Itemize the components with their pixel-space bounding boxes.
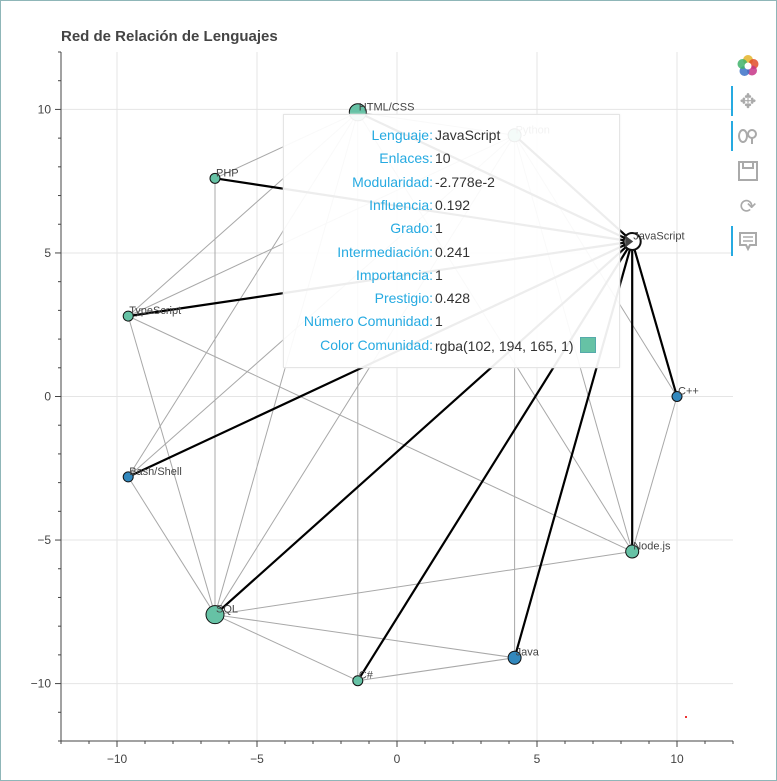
edge: [357, 657, 515, 682]
node-label: TypeScript: [129, 305, 181, 317]
tooltip-value: 0.241: [435, 243, 471, 260]
edge: [127, 476, 216, 615]
node[interactable]: [352, 675, 364, 687]
tooltip-row: Lenguaje: JavaScript: [284, 127, 619, 149]
node-label: JavaScript: [633, 230, 684, 242]
tooltip-value: 10: [435, 150, 451, 167]
y-tick-label: 5: [44, 246, 51, 260]
tooltip-value: 0.192: [435, 196, 471, 213]
tooltip-value: -2.778e-2: [435, 173, 495, 190]
tooltip-value: 0.428: [435, 290, 471, 307]
x-tick-label: 0: [394, 752, 401, 766]
tooltip-key: Modularidad:: [352, 173, 433, 190]
tooltip-key: Importancia:: [355, 266, 433, 283]
tooltip-row: Número Comunidad: 1: [284, 313, 619, 335]
edge: [214, 614, 359, 682]
node-label: PHP: [216, 167, 239, 179]
tooltip-key: Intermediación:: [337, 243, 433, 260]
node[interactable]: [209, 172, 221, 184]
edge: [631, 396, 678, 552]
hover-tooltip: Lenguaje: JavaScript Enlaces: 10 Modularidad…: [283, 114, 620, 368]
tooltip-value: 1: [435, 220, 443, 237]
save-icon[interactable]: [733, 156, 763, 186]
y-tick-label: −5: [37, 533, 51, 547]
node[interactable]: [507, 650, 522, 665]
node-label: C#: [359, 670, 374, 682]
tooltip-key: Enlaces:: [379, 150, 433, 167]
tooltip-key: Color Comunidad:: [320, 336, 433, 353]
wheel-zoom-icon[interactable]: [731, 121, 763, 151]
tooltip-value: JavaScript: [435, 127, 501, 143]
node-label: SQL: [216, 604, 238, 616]
node-label: C++: [678, 386, 699, 398]
tooltip-row: Intermediación: 0.241: [284, 244, 619, 266]
axes: −10 −5 0 5 10 10 5 0 −5 −10: [31, 51, 734, 766]
tooltip-row: Modularidad: -2.778e-2: [284, 174, 619, 196]
tooltip-key: Lenguaje:: [371, 127, 433, 143]
hover-icon[interactable]: [731, 226, 763, 256]
edge: [631, 241, 679, 397]
x-tick-label: −5: [250, 752, 264, 766]
tooltip-value: 1: [435, 313, 443, 330]
y-tick-label: 0: [44, 390, 51, 404]
y-tick-label: 10: [38, 102, 52, 116]
node[interactable]: [122, 310, 134, 322]
edge: [214, 551, 633, 616]
edge: [127, 315, 216, 615]
tooltip-value: rgba(102, 194, 165, 1): [435, 336, 596, 354]
node[interactable]: [122, 471, 134, 483]
tooltip-key: Número Comunidad:: [303, 313, 433, 330]
bokeh-logo-icon[interactable]: [733, 51, 763, 81]
tooltip-row: Prestigio: 0.428: [284, 290, 619, 312]
edge: [214, 614, 515, 659]
tooltip-value: 1: [435, 266, 443, 283]
node[interactable]: [671, 391, 683, 402]
x-tick-label: −10: [107, 752, 128, 766]
tooltip-key: Grado:: [390, 220, 433, 237]
x-tick-label: 10: [670, 752, 684, 766]
tooltip-row: Color Comunidad: rgba(102, 194, 165, 1): [284, 336, 619, 359]
node-label: Node.js: [633, 541, 671, 553]
tooltip-key: Influencia:: [369, 196, 433, 213]
tooltip-pointer: [625, 235, 634, 248]
tooltip-row: Influencia: 0.192: [284, 197, 619, 219]
reset-icon[interactable]: ⟳: [739, 194, 757, 218]
tooltip-row: Enlaces: 10: [284, 150, 619, 172]
tooltip-row: Grado: 1: [284, 220, 619, 242]
y-tick-label: −10: [31, 677, 52, 691]
tooltip-key: Prestigio:: [374, 290, 433, 307]
red-mark: [685, 716, 687, 718]
chart-title: Red de Relación de Lenguajes: [61, 28, 278, 45]
node-label: Java: [516, 647, 540, 659]
node[interactable]: [205, 605, 225, 625]
x-tick-label: 5: [534, 752, 541, 766]
pan-icon[interactable]: ✥: [731, 86, 763, 116]
node-label: HTML/CSS: [359, 101, 415, 113]
edge: [127, 315, 633, 552]
node-label: Bash/Shell: [129, 466, 182, 478]
plot-toolbar: ✥ ⟳: [731, 46, 769, 256]
node[interactable]: [625, 544, 640, 559]
tooltip-row: Importancia: 1: [284, 267, 619, 289]
color-swatch: [579, 336, 596, 353]
